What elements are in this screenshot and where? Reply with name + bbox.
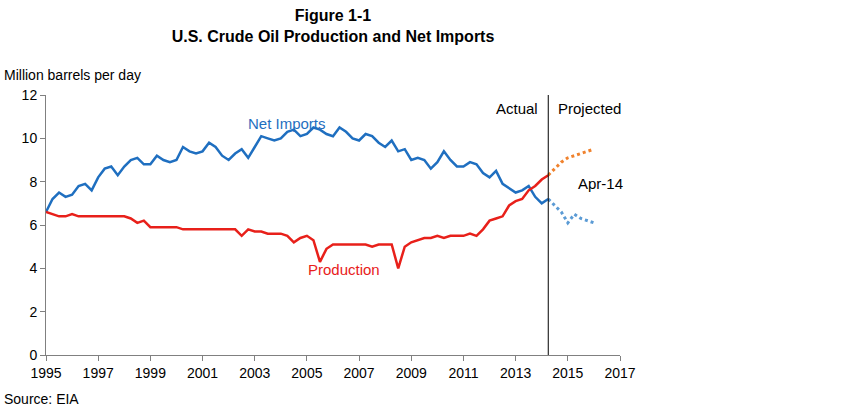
svg-text:8: 8 (29, 174, 37, 190)
svg-text:Million barrels per day: Million barrels per day (4, 67, 141, 83)
svg-text:2007: 2007 (344, 365, 375, 381)
svg-text:2009: 2009 (396, 365, 427, 381)
svg-text:2: 2 (29, 304, 37, 320)
svg-text:2013: 2013 (500, 365, 531, 381)
svg-text:0: 0 (29, 347, 37, 363)
svg-text:Production: Production (308, 261, 380, 278)
svg-text:10: 10 (22, 130, 38, 146)
svg-text:2017: 2017 (604, 365, 635, 381)
svg-text:4: 4 (29, 260, 37, 276)
svg-text:2001: 2001 (187, 365, 218, 381)
svg-text:6: 6 (29, 217, 37, 233)
svg-text:Figure 1-1U.S. Crude Oil Produ: Figure 1-1U.S. Crude Oil Production and … (172, 7, 495, 45)
svg-text:12: 12 (22, 87, 38, 103)
svg-text:1995: 1995 (30, 365, 61, 381)
svg-text:Apr-14: Apr-14 (578, 175, 623, 192)
svg-text:2015: 2015 (552, 365, 583, 381)
svg-text:Net Imports: Net Imports (248, 115, 326, 132)
svg-text:Projected: Projected (558, 100, 621, 117)
svg-text:1997: 1997 (83, 365, 114, 381)
svg-text:Source: EIA: Source: EIA (4, 391, 79, 407)
svg-text:2005: 2005 (291, 365, 322, 381)
svg-text:Actual: Actual (496, 100, 538, 117)
svg-text:1999: 1999 (135, 365, 166, 381)
svg-text:2003: 2003 (239, 365, 270, 381)
svg-text:2011: 2011 (448, 365, 478, 381)
